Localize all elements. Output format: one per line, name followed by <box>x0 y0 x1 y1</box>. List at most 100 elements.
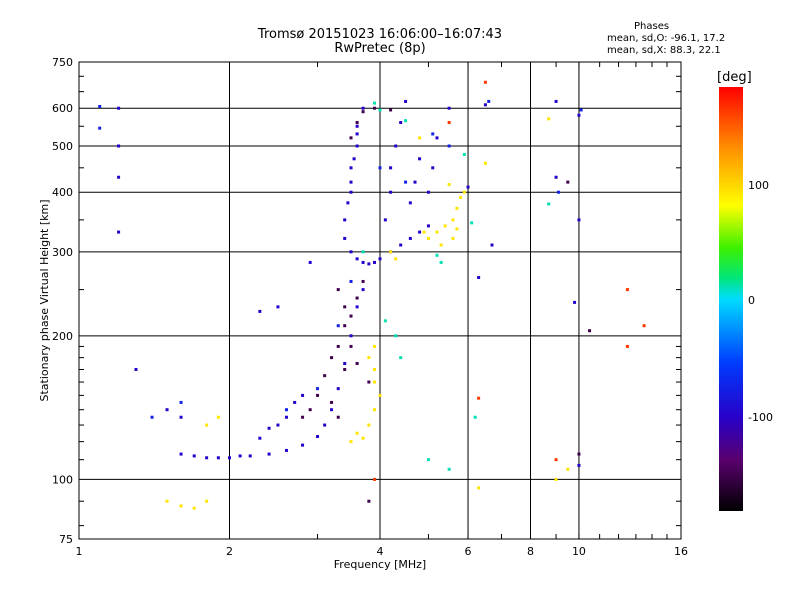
data-point <box>477 486 481 490</box>
data-point <box>483 161 487 165</box>
data-point <box>389 166 393 170</box>
data-point <box>577 113 581 117</box>
data-point <box>435 253 439 257</box>
data-point <box>349 314 353 318</box>
data-point <box>98 105 102 109</box>
phases-title: Phases <box>634 21 670 32</box>
data-point <box>361 250 365 254</box>
data-point <box>349 250 353 254</box>
data-point <box>343 361 347 365</box>
data-point <box>308 408 312 412</box>
data-point <box>192 454 196 458</box>
data-point <box>554 477 558 481</box>
data-point <box>577 218 581 222</box>
data-point <box>625 344 629 348</box>
data-point <box>355 144 359 148</box>
data-point <box>394 334 398 338</box>
y-tick-label: 100 <box>52 473 73 486</box>
data-point <box>355 361 359 365</box>
data-point <box>349 440 353 444</box>
data-point <box>477 396 481 400</box>
data-point <box>373 101 377 105</box>
data-point <box>399 243 403 247</box>
y-axis-label: Stationary phase Virtual Height [km] <box>38 199 51 401</box>
data-point <box>473 415 477 419</box>
data-point <box>367 423 371 427</box>
data-point <box>404 119 408 123</box>
data-point <box>343 236 347 240</box>
phases-o-stats: mean, sd,O: -96.1, 17.2 <box>607 33 726 44</box>
data-point <box>566 467 570 471</box>
data-point <box>367 499 371 503</box>
data-point <box>455 227 459 231</box>
data-point <box>276 423 280 427</box>
data-point <box>316 387 320 391</box>
y-tick-label: 750 <box>52 56 73 69</box>
data-point <box>361 106 365 110</box>
data-point <box>383 319 387 323</box>
data-point <box>349 334 353 338</box>
data-point <box>642 324 646 328</box>
colorbar-title: [deg] <box>717 70 752 85</box>
data-point <box>330 408 334 412</box>
data-point <box>394 257 398 261</box>
data-point <box>134 367 138 371</box>
data-point <box>216 456 220 460</box>
data-point <box>276 305 280 309</box>
data-point <box>150 415 154 419</box>
x-tick-label: 1 <box>76 545 83 558</box>
data-point <box>117 106 121 110</box>
data-point <box>566 180 570 184</box>
data-point <box>426 458 430 462</box>
data-point <box>98 126 102 130</box>
data-point <box>336 387 340 391</box>
x-tick-label: 2 <box>226 545 233 558</box>
data-point <box>248 454 252 458</box>
x-tick-label: 6 <box>465 545 472 558</box>
data-point <box>490 243 494 247</box>
data-point <box>355 132 359 136</box>
data-point <box>330 400 334 404</box>
data-point <box>349 344 353 348</box>
data-point <box>367 262 371 266</box>
data-point <box>361 436 365 440</box>
data-point <box>470 221 474 225</box>
x-tick-label: 16 <box>674 545 688 558</box>
data-point <box>573 300 577 304</box>
data-point <box>426 236 430 240</box>
data-point <box>408 201 412 205</box>
data-point <box>389 190 393 194</box>
data-point <box>426 224 430 228</box>
data-point <box>431 132 435 136</box>
data-point <box>462 190 466 194</box>
data-point <box>625 288 629 292</box>
data-point <box>301 393 305 397</box>
data-point <box>205 423 209 427</box>
data-point <box>389 250 393 254</box>
data-point <box>547 202 551 206</box>
y-tick-label: 75 <box>59 533 73 546</box>
data-point <box>336 324 340 328</box>
data-point <box>466 185 470 189</box>
data-point <box>349 136 353 140</box>
data-point <box>447 121 451 125</box>
data-point <box>547 117 551 121</box>
data-point <box>373 408 377 412</box>
data-point <box>439 243 443 247</box>
data-point <box>378 108 382 112</box>
x-tick-label: 8 <box>527 545 534 558</box>
data-point <box>343 324 347 328</box>
data-point <box>447 183 451 187</box>
data-point <box>459 195 463 199</box>
y-tick-label: 400 <box>52 186 73 199</box>
phases-x-stats: mean, sd,X: 88.3, 22.1 <box>607 45 721 56</box>
data-point <box>361 110 365 114</box>
data-point <box>556 190 560 194</box>
data-point <box>343 305 347 309</box>
colorbar <box>719 87 743 511</box>
data-point <box>284 408 288 412</box>
data-point <box>383 218 387 222</box>
data-point <box>336 288 340 292</box>
data-point <box>323 374 327 378</box>
x-tick-label: 4 <box>377 545 384 558</box>
